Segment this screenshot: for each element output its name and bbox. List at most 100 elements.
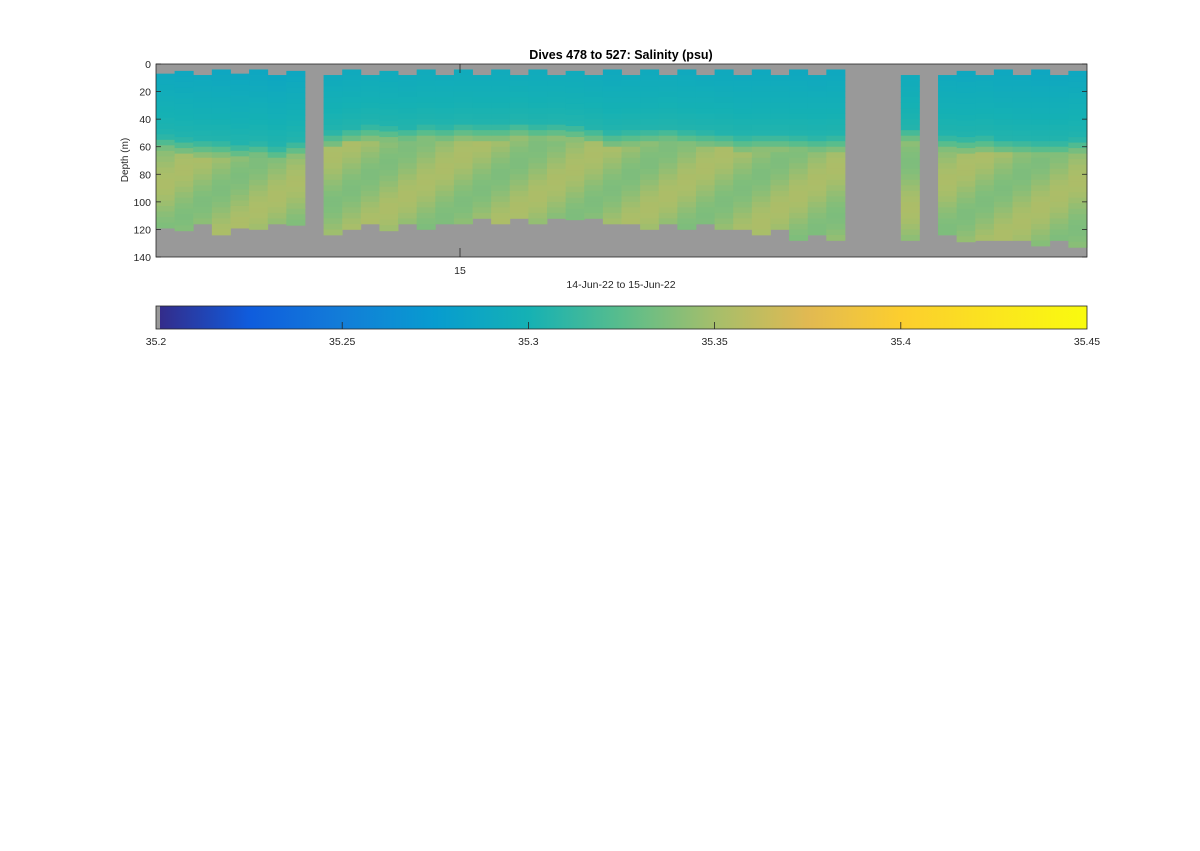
salinity-cell <box>640 97 660 103</box>
salinity-cell <box>509 130 529 137</box>
salinity-cell <box>714 207 734 214</box>
salinity-cell <box>975 218 995 225</box>
salinity-cell <box>938 102 958 109</box>
salinity-cell <box>807 201 827 208</box>
salinity-cell <box>584 163 604 170</box>
salinity-cell <box>174 186 194 193</box>
salinity-cell <box>695 80 715 87</box>
salinity-cell <box>379 81 399 88</box>
salinity-cell <box>584 207 604 214</box>
salinity-cell <box>900 91 920 98</box>
salinity-cell <box>640 196 660 203</box>
colorbar-ticks: 35.2 35.25 35.3 35.35 35.4 35.45 <box>146 322 1100 348</box>
salinity-cell <box>267 130 287 137</box>
salinity-cell <box>547 119 567 126</box>
x-axis: 15 <box>454 64 466 277</box>
salinity-cell <box>714 97 734 103</box>
salinity-cell <box>640 69 660 76</box>
salinity-cell <box>174 175 194 182</box>
salinity-cell <box>211 201 231 208</box>
salinity-cell <box>956 170 976 177</box>
salinity-cell <box>323 119 343 126</box>
salinity-cell <box>230 178 250 185</box>
salinity-cell <box>714 91 734 98</box>
salinity-cell <box>938 163 958 170</box>
salinity-cell <box>1049 97 1069 103</box>
salinity-cell <box>714 152 734 159</box>
salinity-cell <box>938 130 958 137</box>
salinity-cell <box>286 175 306 182</box>
salinity-cell <box>509 201 529 208</box>
salinity-cell <box>267 185 287 192</box>
salinity-cell <box>789 135 809 142</box>
salinity-cell <box>323 168 343 175</box>
salinity-cell <box>900 196 920 203</box>
salinity-cell <box>565 81 585 88</box>
salinity-cell <box>602 168 622 175</box>
salinity-cell <box>174 120 194 127</box>
salinity-cell <box>1049 218 1069 225</box>
salinity-cell <box>342 119 362 126</box>
salinity-cell <box>416 113 436 120</box>
salinity-cell <box>286 164 306 171</box>
salinity-cell <box>491 91 511 98</box>
salinity-cell <box>602 130 622 137</box>
salinity-cell <box>435 108 455 115</box>
salinity-cell <box>975 168 995 175</box>
salinity-cell <box>193 141 213 148</box>
salinity-cell <box>453 113 473 120</box>
salinity-cell <box>193 168 213 175</box>
salinity-cell <box>789 152 809 159</box>
salinity-cell <box>211 75 231 81</box>
salinity-cell <box>1068 120 1088 127</box>
salinity-cell <box>640 174 660 181</box>
salinity-cell <box>472 124 492 131</box>
salinity-cell <box>975 185 995 192</box>
salinity-cell <box>249 108 269 115</box>
salinity-cell <box>789 190 809 197</box>
salinity-cell <box>286 159 306 166</box>
salinity-cell <box>770 146 790 153</box>
salinity-cell <box>379 142 399 149</box>
salinity-cell <box>453 130 473 137</box>
salinity-cell <box>975 163 995 170</box>
salinity-cell <box>249 185 269 192</box>
salinity-cell <box>398 91 418 98</box>
salinity-cell <box>938 75 958 81</box>
salinity-cell <box>938 185 958 192</box>
salinity-cell <box>267 146 287 153</box>
salinity-cell <box>230 134 250 141</box>
salinity-cell <box>211 135 231 142</box>
salinity-cell <box>993 190 1013 197</box>
salinity-cell <box>751 75 771 81</box>
salinity-cell <box>789 86 809 92</box>
salinity-cell <box>491 69 511 76</box>
salinity-cell <box>193 124 213 131</box>
salinity-cell <box>323 130 343 137</box>
salinity-cell <box>789 174 809 181</box>
salinity-cell <box>1031 91 1051 98</box>
salinity-cell <box>360 196 380 203</box>
salinity-cell <box>751 174 771 181</box>
salinity-cell <box>584 185 604 192</box>
salinity-cell <box>156 161 176 168</box>
salinity-cell <box>323 113 343 120</box>
salinity-cell <box>770 196 790 203</box>
salinity-cell <box>360 201 380 208</box>
salinity-cell <box>789 130 809 137</box>
salinity-cell <box>342 207 362 214</box>
salinity-cell <box>342 223 362 230</box>
salinity-cell <box>770 135 790 142</box>
salinity-cell <box>677 91 697 98</box>
salinity-cell <box>286 126 306 132</box>
salinity-cell <box>1031 212 1051 219</box>
salinity-cell <box>993 119 1013 126</box>
salinity-cell <box>267 108 287 115</box>
salinity-cell <box>640 179 660 186</box>
salinity-cell <box>156 73 176 80</box>
salinity-cell <box>528 91 548 98</box>
salinity-cell <box>602 108 622 115</box>
salinity-cell <box>807 207 827 214</box>
salinity-cell <box>360 135 380 142</box>
salinity-cell <box>640 86 660 92</box>
